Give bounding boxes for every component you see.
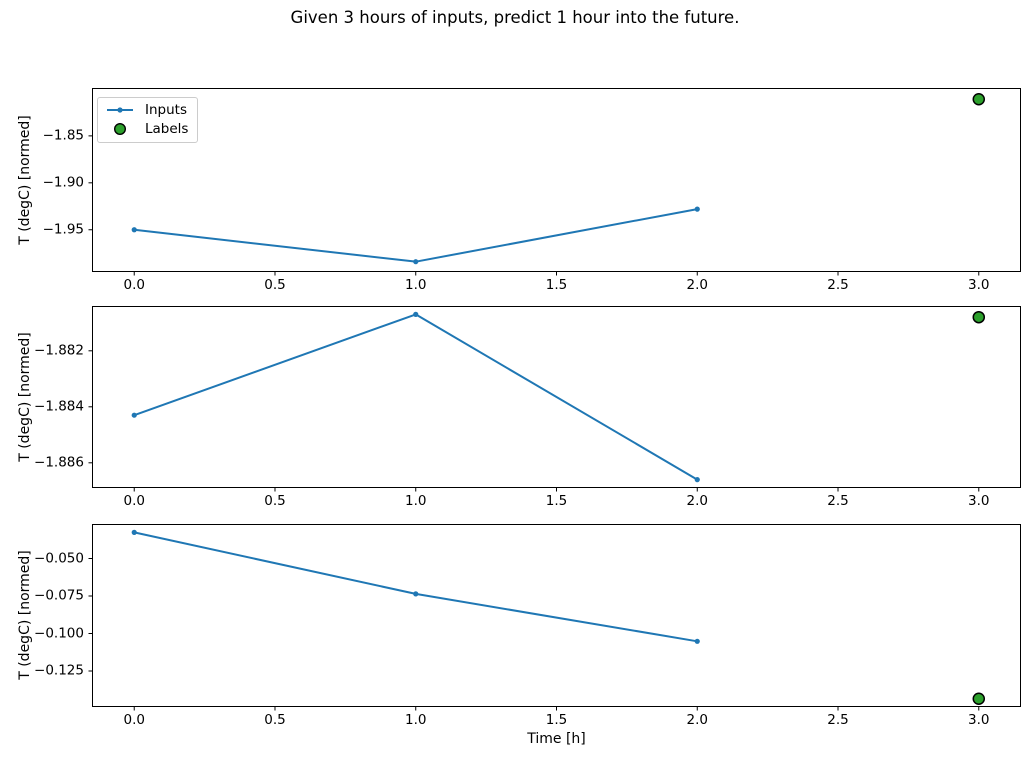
x-tick-label: 1.5 (545, 277, 568, 293)
figure-title: Given 3 hours of inputs, predict 1 hour … (290, 8, 740, 27)
inputs-line (133, 313, 698, 481)
x-tick-label: 2.5 (827, 493, 849, 509)
x-tick-label: 2.5 (827, 712, 849, 728)
inputs-line (134, 208, 698, 263)
axes-frame (92, 524, 1021, 707)
labels-marker-icon (113, 122, 127, 136)
x-tick-label: 2.0 (686, 712, 708, 728)
inputs-marker (131, 227, 137, 233)
legend-label-inputs: Inputs (145, 102, 187, 118)
axes-frame (92, 88, 1021, 272)
x-tick-label: 1.5 (545, 493, 568, 509)
inputs-line (134, 531, 698, 643)
axes-frame (92, 306, 1021, 488)
x-tick-label: 0.0 (123, 277, 145, 293)
y-tick-label: −1.882 (34, 342, 84, 359)
x-tick-label: 3.0 (968, 712, 990, 728)
x-axis-label: Time [h] (527, 731, 586, 747)
labels-point (972, 93, 986, 106)
inputs-marker (413, 591, 419, 597)
x-tick-label: 2.5 (827, 277, 849, 293)
x-tick-label: 3.0 (968, 277, 990, 293)
subplot-2-axes (88, 306, 1021, 492)
x-tick-label: 1.0 (404, 493, 427, 509)
inputs-line-icon (107, 107, 133, 113)
x-tick-label: 2.0 (686, 493, 708, 509)
y-tick-label: −1.90 (42, 174, 84, 191)
inputs-marker (131, 412, 137, 418)
x-tick-label: 1.5 (545, 712, 568, 728)
x-tick-label: 1.0 (404, 277, 427, 293)
subplot-1-axes (88, 88, 1021, 276)
legend: Inputs Labels (97, 97, 199, 143)
y-axis-label-subplot-3: T (degC) [normed] (17, 550, 33, 680)
x-tick-label: 1.0 (404, 712, 427, 728)
y-tick-label: −1.886 (34, 454, 84, 471)
inputs-marker (694, 638, 700, 644)
subplot-3-axes (88, 524, 1021, 711)
x-tick-label: 0.5 (264, 712, 286, 728)
y-tick-label: −1.884 (34, 398, 84, 415)
x-tick-label: 2.0 (686, 277, 708, 293)
y-tick-label: −1.95 (42, 221, 84, 238)
legend-label-labels: Labels (145, 121, 189, 137)
x-tick-label: 0.0 (123, 493, 145, 509)
legend-item-labels: Labels (105, 121, 188, 137)
y-tick-label: −0.075 (34, 587, 84, 604)
y-tick-label: −1.85 (42, 127, 84, 144)
labels-point (972, 310, 986, 324)
inputs-marker (694, 206, 700, 212)
x-tick-label: 0.5 (264, 493, 286, 509)
inputs-marker (413, 259, 419, 265)
inputs-marker (694, 477, 700, 483)
legend-item-inputs: Inputs (105, 102, 188, 118)
labels-point (972, 692, 986, 705)
inputs-marker (413, 311, 419, 317)
x-tick-label: 0.5 (264, 277, 286, 293)
inputs-marker (131, 529, 137, 535)
x-tick-label: 3.0 (968, 493, 990, 509)
x-tick-label: 0.0 (123, 712, 145, 728)
y-tick-label: −0.100 (34, 625, 84, 642)
y-tick-label: −0.050 (34, 550, 84, 567)
y-tick-label: −0.125 (34, 662, 84, 679)
